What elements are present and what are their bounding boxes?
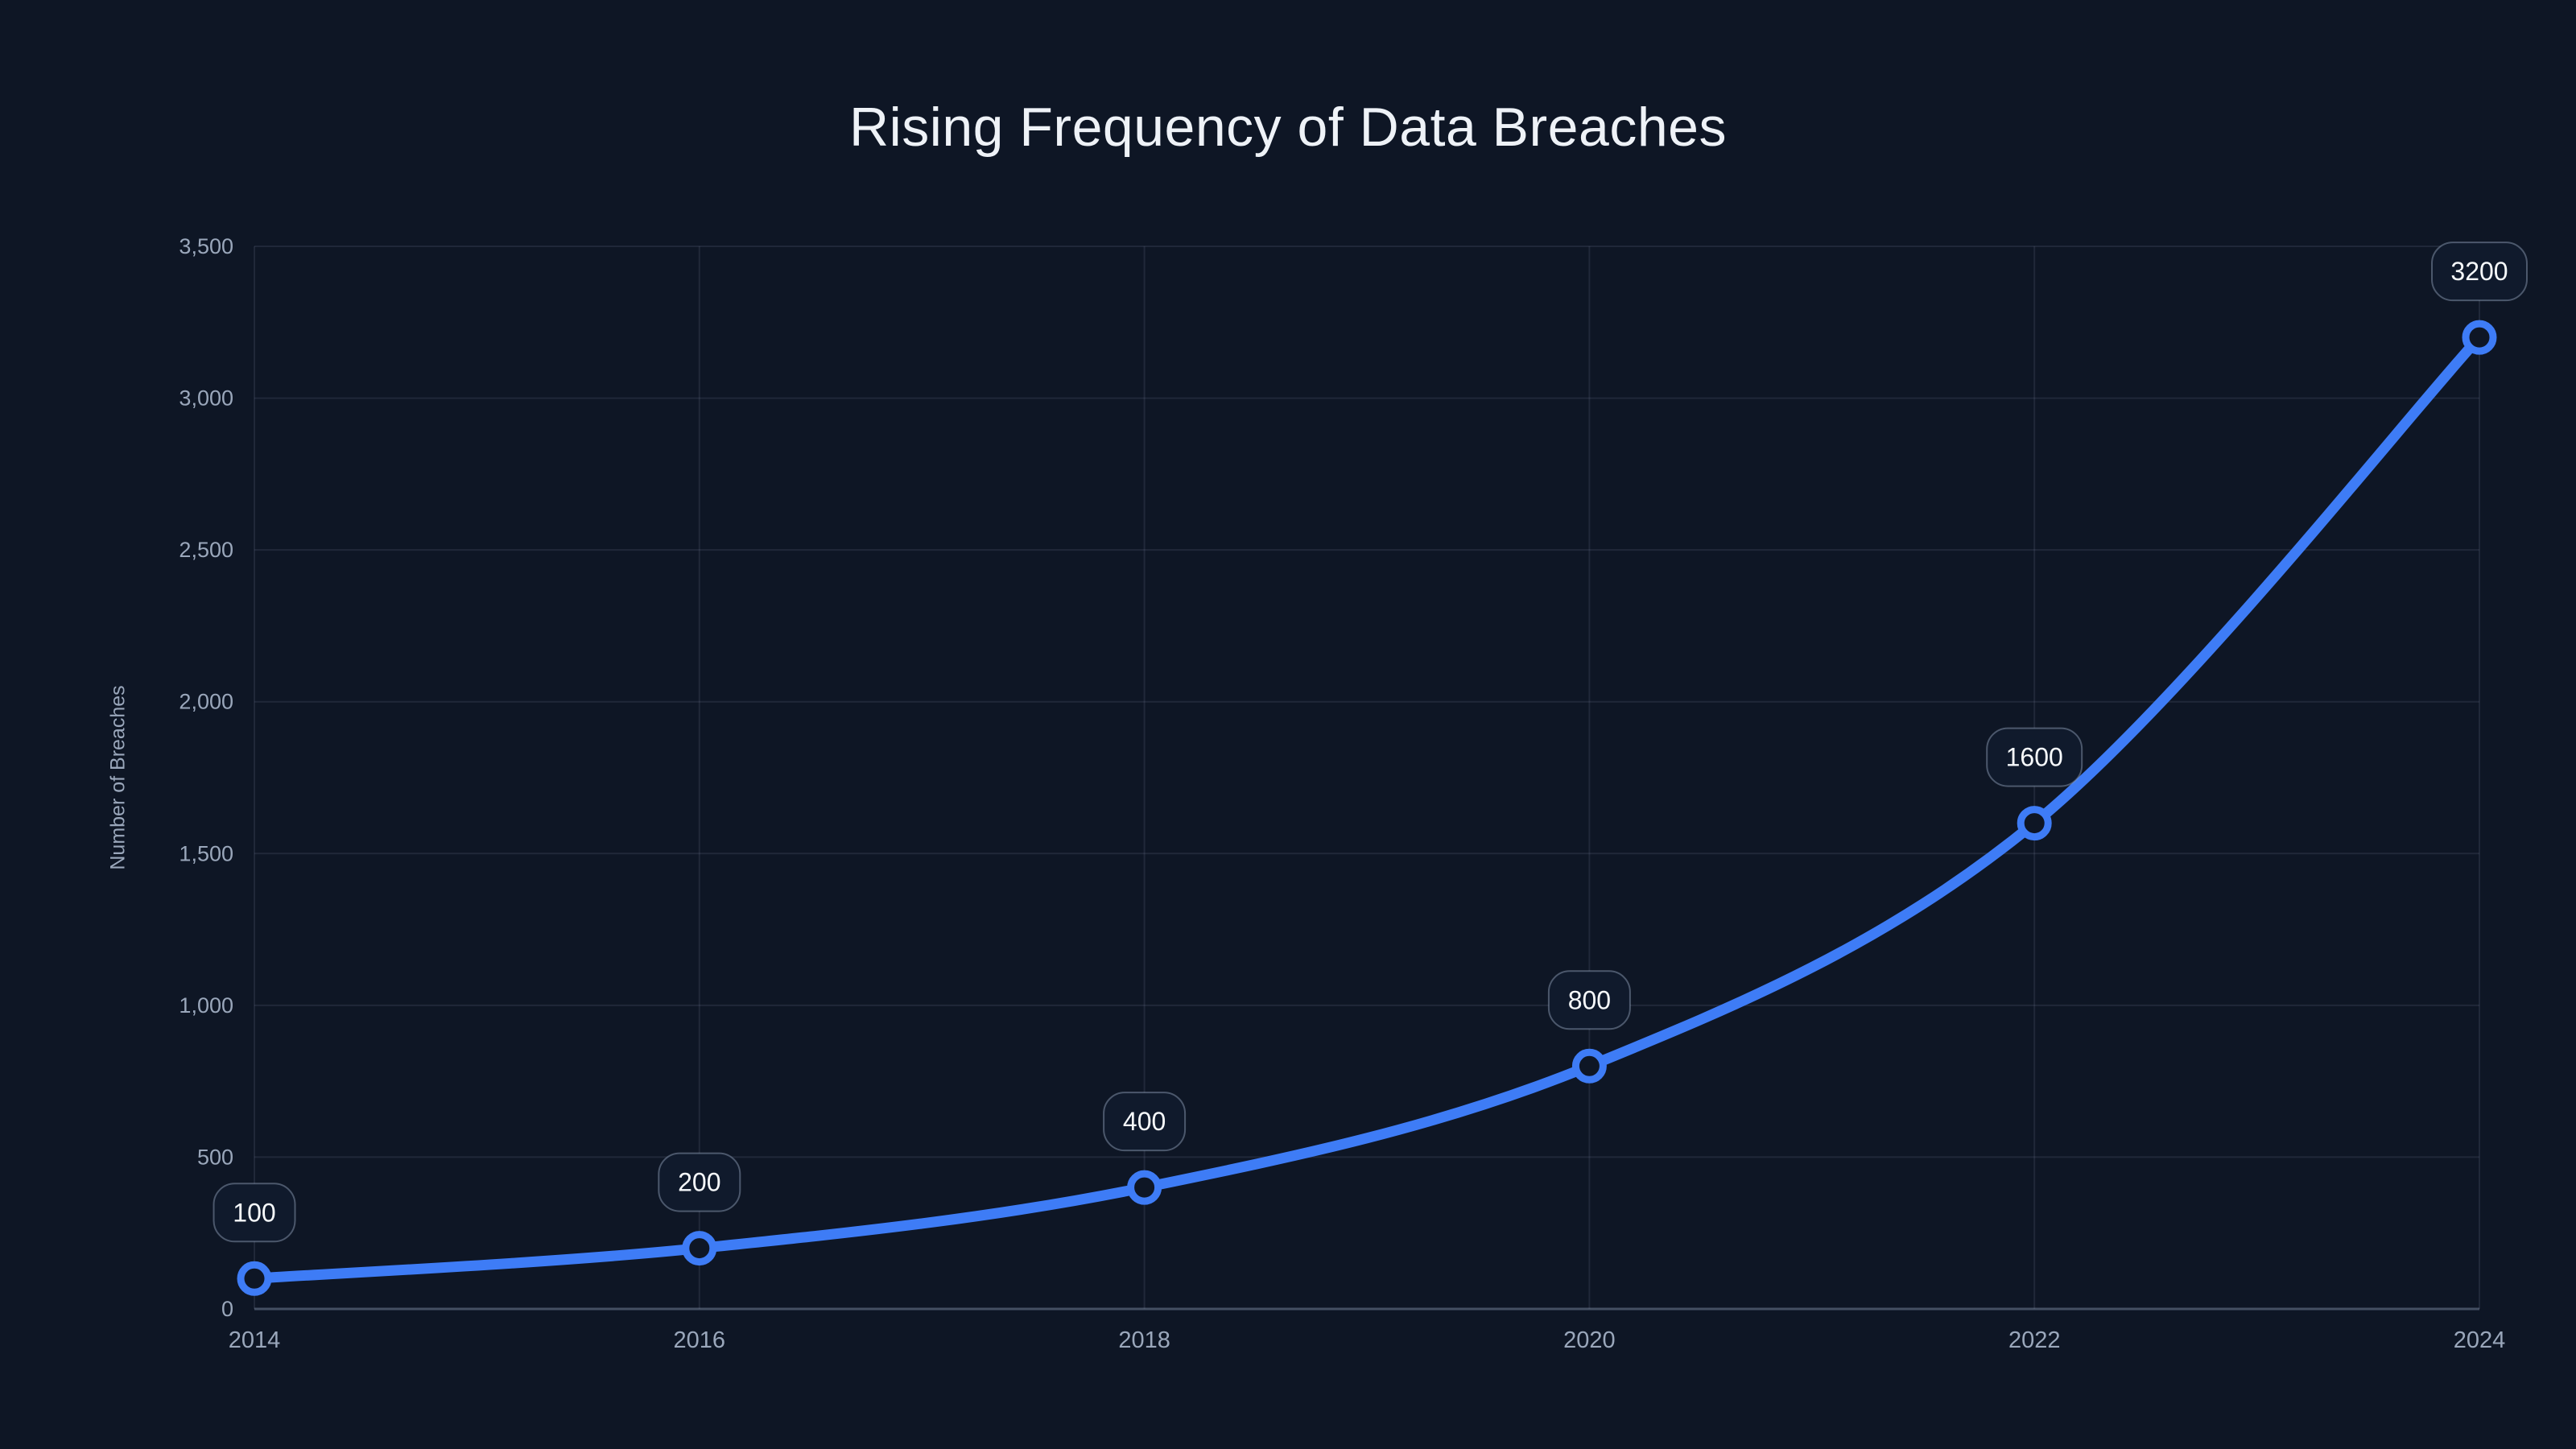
data-point-label-2024: 3200	[2450, 257, 2508, 286]
y-tick-label-2500: 2,500	[179, 538, 233, 562]
x-tick-label-2022: 2022	[2008, 1327, 2061, 1353]
data-point-2018[interactable]	[1127, 1170, 1162, 1205]
data-point-2022[interactable]	[2017, 806, 2052, 841]
y-tick-label-1000: 1,000	[179, 993, 233, 1018]
breaches-line-series	[249, 332, 2485, 1284]
data-point-label-box-2020	[1547, 970, 1631, 1030]
data-point-label-box-2016	[658, 1152, 741, 1212]
x-tick-label-2014: 2014	[229, 1327, 281, 1353]
x-tick-label-2018: 2018	[1118, 1327, 1170, 1353]
data-point-label-2020: 800	[1568, 985, 1611, 1014]
y-tick-label-3500: 3,500	[179, 234, 233, 258]
data-point-2020[interactable]	[1571, 1048, 1607, 1084]
y-tick-label-3000: 3,000	[179, 386, 233, 411]
chart-title: Rising Frequency of Data Breaches	[849, 97, 1727, 158]
y-tick-label-2000: 2,000	[179, 690, 233, 714]
data-point-label-box-2024	[2431, 242, 2528, 302]
y-tick-label-500: 500	[197, 1145, 233, 1169]
data-point-label-box-2022	[1986, 727, 2083, 787]
data-point-label-2016: 200	[678, 1168, 720, 1197]
y-tick-label-1500: 1,500	[179, 841, 233, 865]
data-point-2024[interactable]	[2462, 320, 2497, 355]
x-tick-label-2024: 2024	[2454, 1327, 2506, 1353]
x-tick-label-2020: 2020	[1563, 1327, 1616, 1353]
data-point-label-box-2014	[213, 1183, 296, 1243]
data-point-2014[interactable]	[237, 1261, 272, 1296]
data-point-label-2018: 400	[1123, 1107, 1166, 1136]
data-point-label-2022: 1600	[2006, 743, 2063, 772]
data-point-label-box-2018	[1103, 1092, 1187, 1152]
x-tick-label-2016: 2016	[674, 1327, 726, 1353]
data-point-2016[interactable]	[682, 1231, 717, 1266]
y-tick-label-0: 0	[221, 1297, 233, 1321]
data-point-label-2014: 100	[233, 1198, 275, 1227]
